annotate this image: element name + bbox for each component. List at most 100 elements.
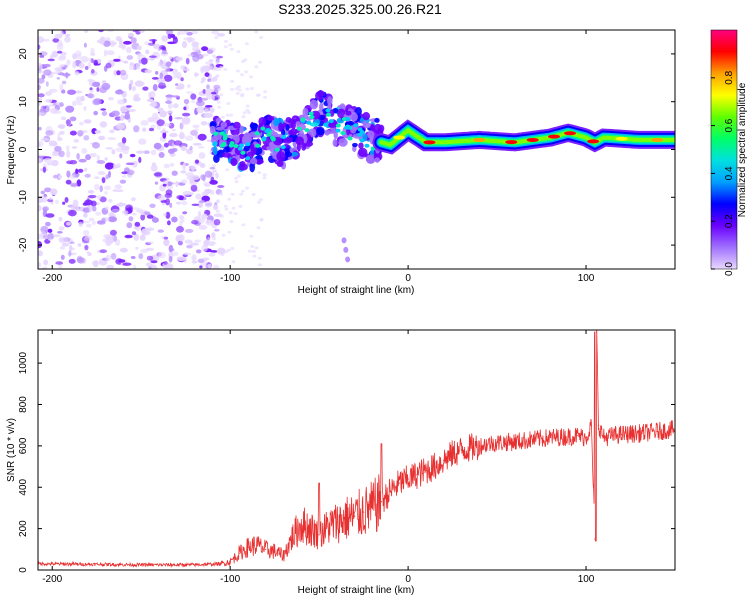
- noise-blob: [238, 204, 243, 208]
- noise-blob: [171, 216, 178, 223]
- carrier-peak: [548, 134, 561, 139]
- noise-blob: [51, 142, 58, 146]
- noise-blob: [169, 162, 175, 167]
- colorbar-tick-label: 0.6: [724, 118, 735, 132]
- scatter-peak: [300, 117, 306, 122]
- noise-blob: [45, 130, 54, 136]
- noise-blob: [231, 260, 236, 264]
- noise-blob: [211, 91, 217, 95]
- noise-blob: [140, 248, 149, 253]
- scatter-blob: [250, 157, 258, 165]
- noise-blob: [161, 202, 165, 206]
- noise-blob: [262, 176, 267, 180]
- noise-blob: [199, 92, 203, 96]
- snr-data-point: [318, 534, 320, 536]
- colorbar: 0.0 0.2 0.4 0.6 0.8 Normalized spectral ampl…: [710, 29, 748, 276]
- snr-data-point: [460, 449, 463, 451]
- noise-blob: [105, 254, 112, 262]
- noise-blob: [69, 160, 78, 165]
- noise-blob: [38, 62, 43, 70]
- noise-blob: [72, 53, 78, 60]
- noise-blob: [151, 77, 159, 80]
- noise-blob: [255, 93, 260, 97]
- scatter-peak: [212, 141, 218, 146]
- scatter-blob: [309, 122, 320, 127]
- noise-blob: [167, 102, 173, 110]
- noise-blob: [98, 135, 106, 141]
- noise-blob: [43, 69, 52, 76]
- scatter-blob: [309, 99, 319, 110]
- noise-blob: [138, 253, 144, 260]
- noise-blob: [100, 108, 107, 111]
- snr-data-point: [345, 517, 347, 519]
- scatter-blob: [250, 143, 255, 152]
- scatter-peak: [281, 135, 287, 139]
- scatter-blob: [243, 145, 250, 152]
- scatter-peak: [296, 126, 302, 131]
- noise-blob: [43, 63, 51, 68]
- scatter-blob: [213, 154, 220, 163]
- noise-blob: [65, 119, 71, 126]
- spectrogram-y-ticks: -20 -10 0 10 20: [18, 48, 675, 252]
- noise-blob: [69, 116, 77, 122]
- noise-blob: [182, 162, 186, 170]
- noise-blob: [341, 237, 347, 244]
- noise-blob: [240, 94, 245, 98]
- noise-blob: [211, 232, 216, 239]
- noise-blob: [61, 242, 70, 247]
- scatter-peak: [245, 142, 251, 147]
- noise-blob: [59, 83, 64, 91]
- noise-blob: [226, 248, 231, 252]
- noise-blob: [84, 244, 89, 251]
- noise-blob: [59, 130, 65, 135]
- noise-blob: [128, 83, 132, 91]
- noise-blob: [195, 100, 205, 107]
- noise-blob: [119, 69, 127, 76]
- scatter-blob: [242, 134, 252, 145]
- snr-data-point: [87, 563, 89, 565]
- noise-blob: [56, 42, 64, 51]
- noise-blob: [88, 57, 92, 62]
- noise-blob: [83, 119, 92, 124]
- noise-blob: [118, 44, 126, 49]
- noise-blob: [165, 198, 171, 206]
- noise-blob: [55, 199, 59, 204]
- noise-blob: [179, 215, 185, 224]
- noise-blob: [182, 211, 188, 215]
- noise-blob: [190, 93, 197, 100]
- scatter-blob: [370, 123, 375, 132]
- noise-blob: [69, 130, 77, 136]
- noise-blob: [257, 171, 262, 175]
- noise-blob: [195, 159, 199, 164]
- noise-blob: [84, 30, 89, 33]
- noise-blob: [185, 135, 194, 141]
- noise-blob: [180, 122, 184, 130]
- scatter-blob: [374, 157, 380, 163]
- snr-frame: [37, 329, 676, 571]
- noise-blob: [97, 194, 102, 200]
- noise-blob: [167, 67, 171, 71]
- noise-blob: [212, 237, 217, 241]
- scatter-blob: [362, 120, 368, 127]
- noise-blob: [55, 261, 64, 265]
- noise-blob: [176, 226, 184, 233]
- noise-blob: [165, 100, 173, 104]
- noise-blob: [109, 40, 116, 47]
- noise-blob: [39, 51, 48, 56]
- spectrogram-marks: [38, 30, 675, 269]
- noise-blob: [175, 86, 184, 90]
- noise-blob: [77, 168, 84, 173]
- noise-blob: [162, 131, 167, 139]
- noise-blob: [163, 236, 169, 240]
- noise-blob: [241, 115, 246, 119]
- spectrogram-y-label: Frequency (Hz): [6, 116, 17, 185]
- noise-blob: [156, 124, 162, 130]
- snr-series-line: [38, 330, 675, 568]
- noise-blob: [93, 110, 98, 116]
- noise-blob: [156, 119, 165, 127]
- noise-blob: [119, 38, 123, 46]
- scatter-blob: [358, 142, 364, 149]
- scatter-blob: [301, 142, 307, 151]
- noise-blob: [92, 205, 97, 212]
